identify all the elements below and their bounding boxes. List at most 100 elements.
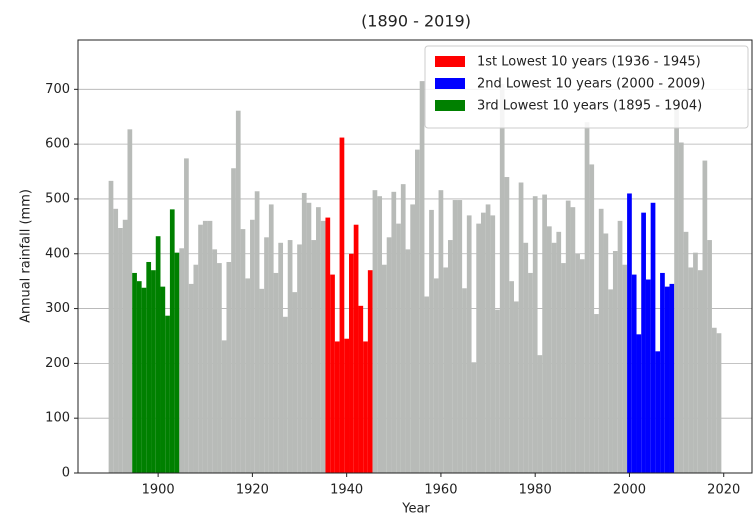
bar (452, 200, 458, 473)
bar (570, 207, 576, 473)
x-tick-label: 1900 (142, 483, 175, 498)
bar (377, 196, 383, 473)
bar (221, 340, 227, 473)
bar (155, 236, 161, 473)
legend-swatch (435, 100, 465, 111)
bar (518, 182, 524, 473)
bar (391, 191, 397, 474)
bar (617, 220, 623, 473)
legend-box (424, 45, 749, 129)
bar (330, 274, 335, 473)
bar (678, 142, 684, 473)
bar (273, 272, 279, 473)
bar (504, 177, 510, 473)
bar (462, 288, 467, 473)
bar (631, 274, 637, 473)
bar (405, 249, 411, 473)
y-tick-label: 100 (45, 411, 70, 426)
bar (151, 270, 156, 473)
legend-label: 1st Lowest 10 years (1936 - 1945) (477, 55, 701, 70)
bar (499, 83, 505, 474)
bar (268, 204, 274, 474)
x-tick-label: 1960 (424, 483, 457, 498)
bar (438, 190, 444, 473)
bar (528, 272, 533, 473)
bar (589, 164, 595, 473)
bar (292, 292, 298, 473)
bar (113, 208, 119, 473)
bar (184, 158, 189, 473)
chart-title: (1890 - 2019) (361, 12, 471, 31)
y-tick-label: 600 (45, 137, 70, 152)
bar (457, 200, 463, 473)
bar (622, 264, 628, 473)
bar (575, 253, 580, 473)
bar (122, 219, 128, 473)
bar (386, 237, 392, 473)
bar (287, 240, 293, 473)
bar (542, 194, 547, 473)
bar (245, 278, 251, 473)
bar (664, 286, 670, 473)
bar (202, 220, 208, 473)
y-tick-label: 500 (45, 191, 70, 206)
bar (513, 301, 519, 473)
bar (146, 261, 152, 473)
bar (132, 272, 137, 473)
bar (160, 286, 166, 473)
bar (471, 362, 477, 473)
bar (240, 229, 246, 473)
bar (424, 296, 430, 473)
bar (339, 137, 345, 474)
bar (707, 240, 712, 473)
legend-swatch (435, 78, 465, 89)
bar (702, 160, 708, 473)
bar (480, 212, 486, 473)
bar (297, 244, 302, 473)
bar (716, 333, 722, 473)
bar (250, 219, 255, 473)
bar (278, 242, 284, 473)
y-tick-label: 200 (45, 356, 70, 371)
bar (396, 223, 401, 473)
bar (584, 122, 590, 474)
bar (551, 242, 557, 473)
bar (579, 259, 585, 473)
bar (594, 314, 599, 473)
bar (358, 305, 364, 473)
bar (490, 215, 496, 474)
legend-label: 2nd Lowest 10 years (2000 - 2009) (477, 77, 705, 92)
bar (400, 184, 406, 473)
bar (231, 168, 236, 474)
bar (603, 233, 609, 473)
bar (711, 327, 717, 473)
bar (495, 309, 500, 473)
legend-swatch (435, 56, 465, 67)
bar (226, 261, 232, 473)
x-tick-label: 1980 (519, 483, 552, 498)
bar (264, 237, 269, 473)
y-tick-label: 700 (45, 82, 70, 97)
bar (433, 278, 439, 473)
y-axis-label: Annual rainfall (mm) (19, 189, 34, 323)
x-tick-label: 1920 (236, 483, 269, 498)
bar (476, 223, 481, 473)
bar (636, 334, 642, 473)
bar (306, 202, 312, 473)
bar (645, 279, 651, 473)
bar (608, 289, 613, 473)
bar (546, 226, 552, 473)
bar (598, 208, 604, 473)
y-tick-label: 0 (62, 466, 70, 481)
bar (669, 283, 675, 473)
bar (641, 212, 646, 473)
bar (165, 315, 170, 473)
bar (372, 190, 378, 473)
bar (283, 316, 288, 473)
bar (316, 207, 321, 473)
bar (509, 281, 514, 473)
bar (198, 224, 203, 473)
bar (353, 224, 359, 473)
bar (207, 220, 213, 473)
bar (660, 272, 665, 473)
